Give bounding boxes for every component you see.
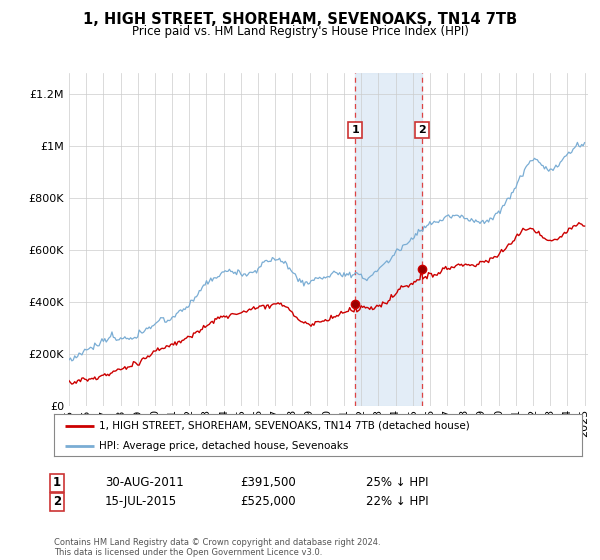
Bar [355, 73, 422, 406]
Text: 2: 2 [418, 125, 426, 135]
Text: 30-AUG-2011: 30-AUG-2011 [105, 476, 184, 489]
Text: 1: 1 [352, 125, 359, 135]
Text: 1, HIGH STREET, SHOREHAM, SEVENOAKS, TN14 7TB (detached house): 1, HIGH STREET, SHOREHAM, SEVENOAKS, TN1… [99, 421, 470, 431]
Text: £525,000: £525,000 [240, 495, 296, 508]
Text: 22% ↓ HPI: 22% ↓ HPI [366, 495, 428, 508]
Text: 1, HIGH STREET, SHOREHAM, SEVENOAKS, TN14 7TB: 1, HIGH STREET, SHOREHAM, SEVENOAKS, TN1… [83, 12, 517, 27]
Text: Price paid vs. HM Land Registry's House Price Index (HPI): Price paid vs. HM Land Registry's House … [131, 25, 469, 38]
Text: HPI: Average price, detached house, Sevenoaks: HPI: Average price, detached house, Seve… [99, 441, 348, 451]
Text: Contains HM Land Registry data © Crown copyright and database right 2024.
This d: Contains HM Land Registry data © Crown c… [54, 538, 380, 557]
Text: 15-JUL-2015: 15-JUL-2015 [105, 495, 177, 508]
Text: £391,500: £391,500 [240, 476, 296, 489]
Text: 1: 1 [53, 476, 61, 489]
Text: 2: 2 [53, 495, 61, 508]
Text: 25% ↓ HPI: 25% ↓ HPI [366, 476, 428, 489]
